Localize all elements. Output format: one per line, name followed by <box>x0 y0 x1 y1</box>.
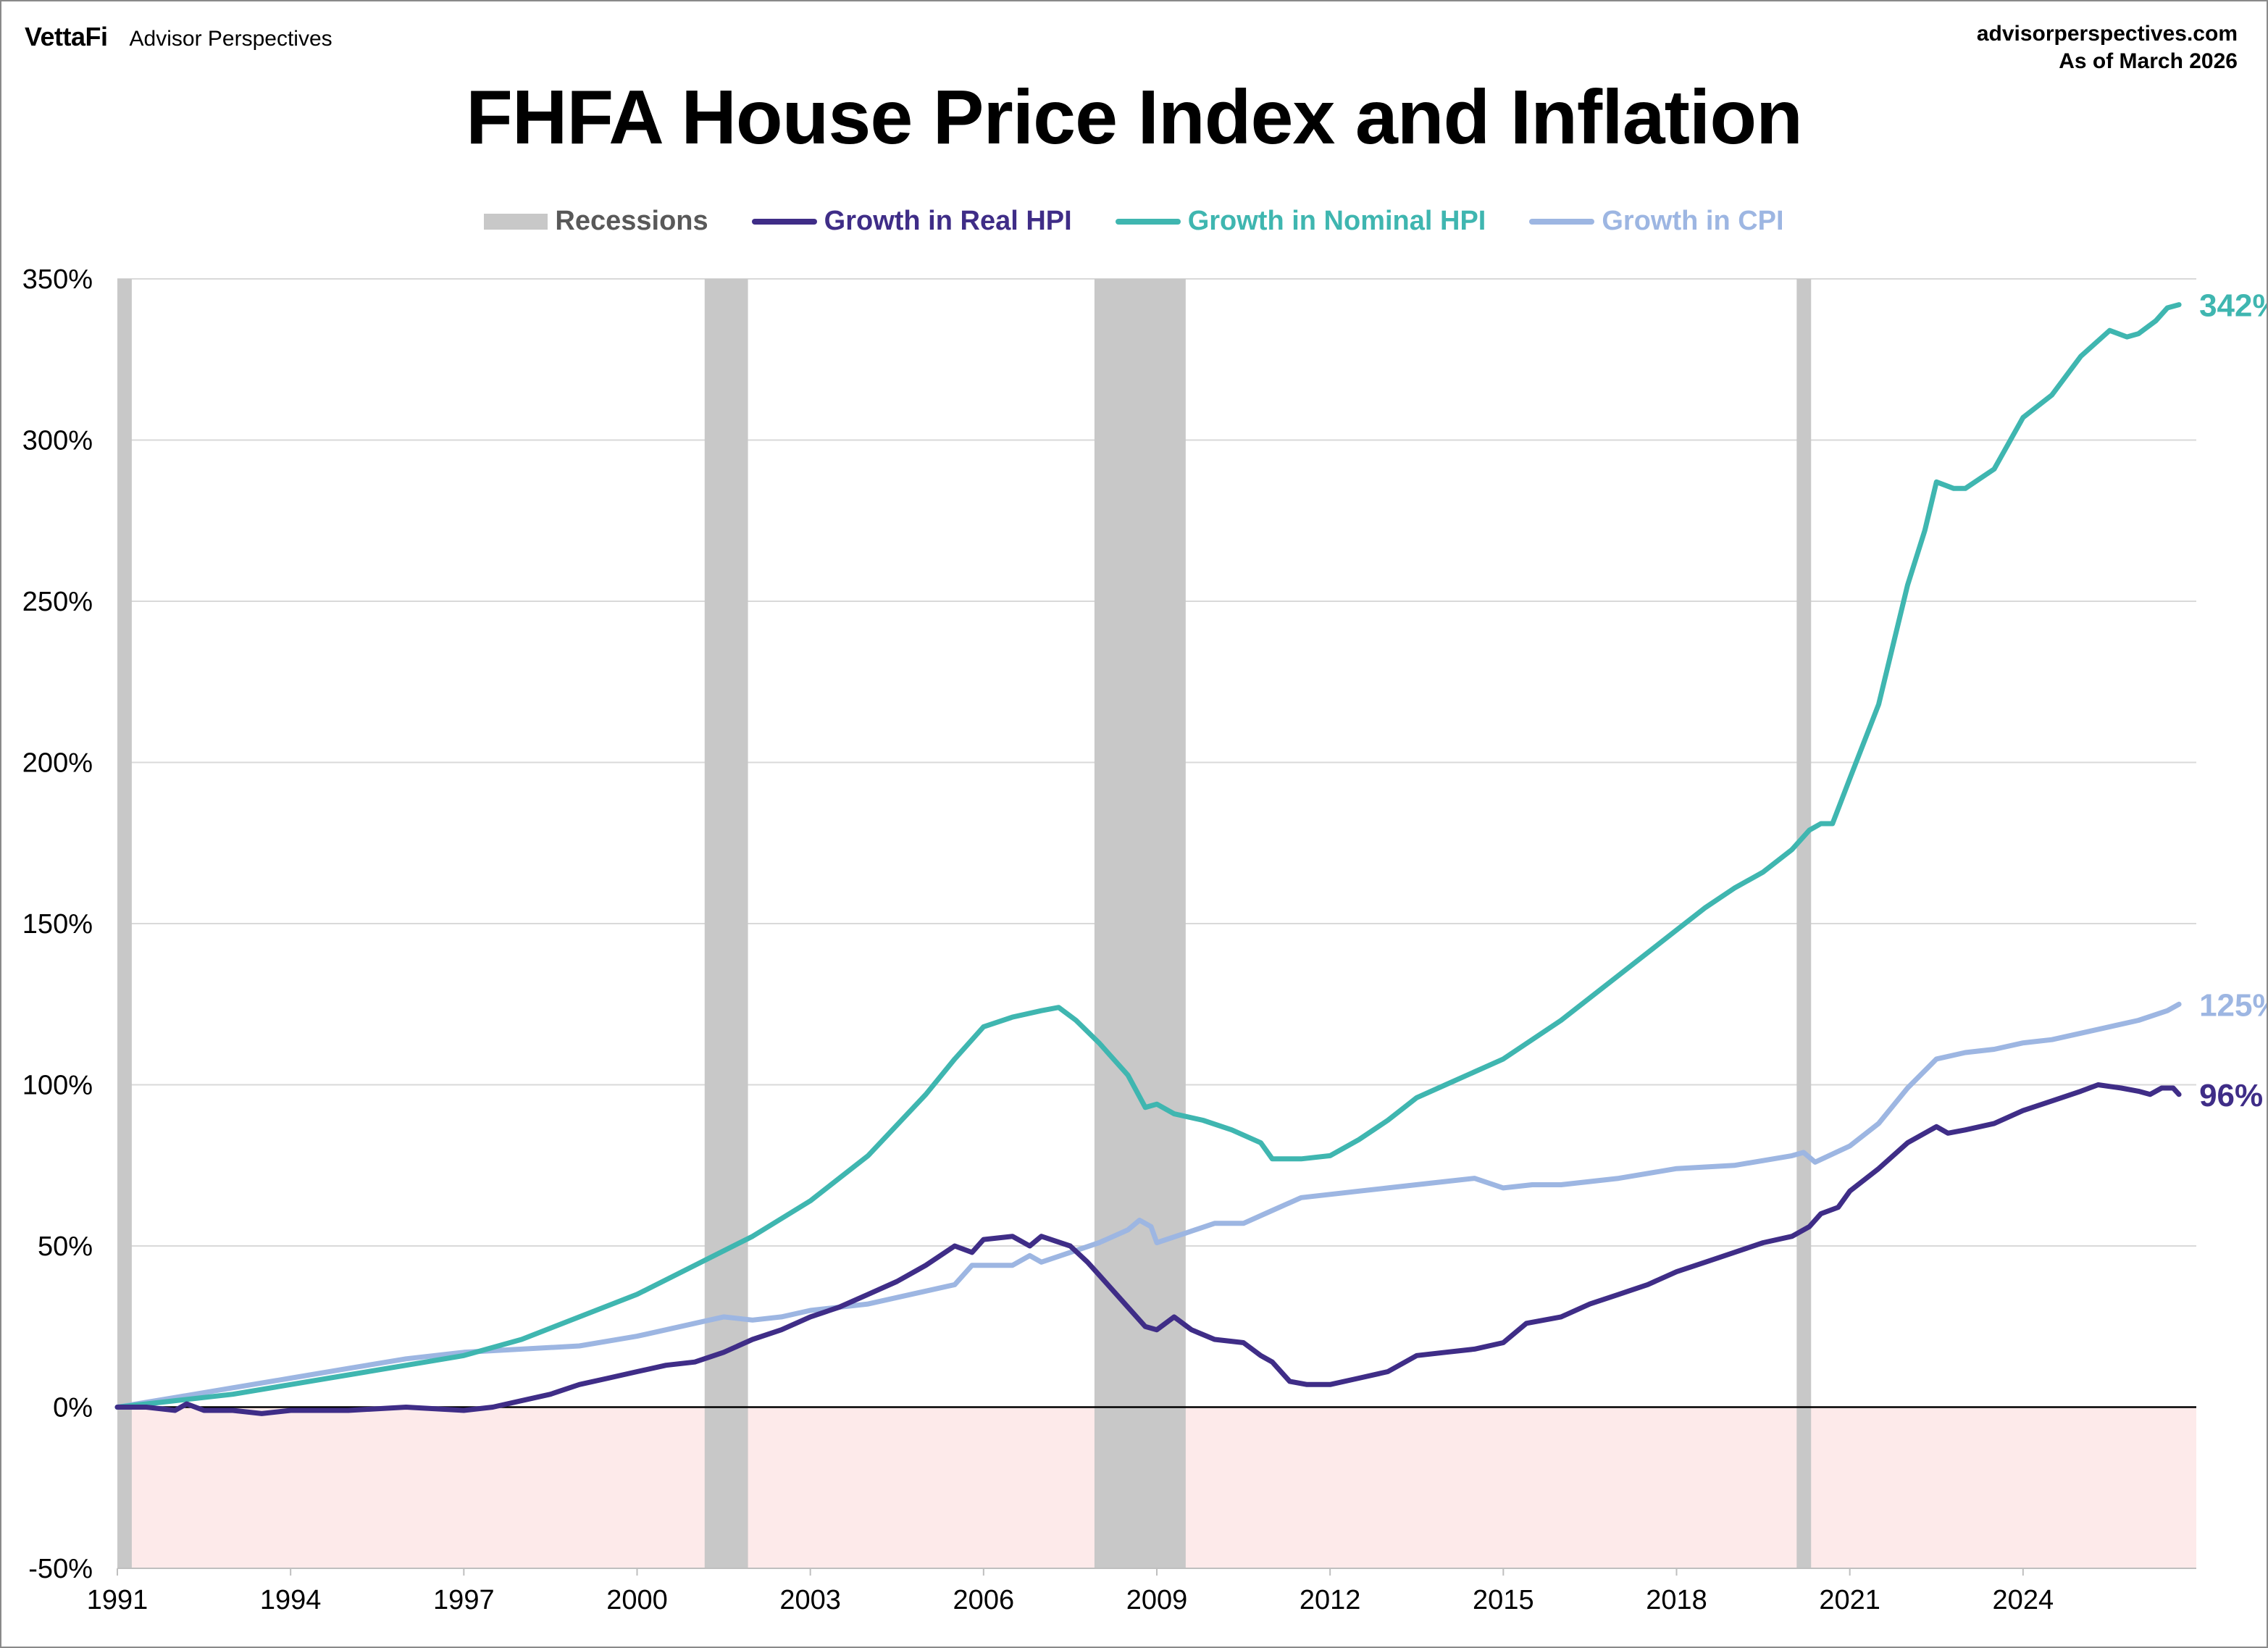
y-tick-label: 100% <box>22 1071 93 1101</box>
x-tick-label: 1994 <box>260 1585 322 1615</box>
y-tick-label: 50% <box>38 1231 93 1262</box>
x-tick-label: 2012 <box>1300 1585 1361 1615</box>
y-tick-label: 300% <box>22 426 93 456</box>
x-tick-label: 2021 <box>1819 1585 1880 1615</box>
legend-item-nominal-hpi: Growth in Nominal HPI <box>1115 206 1486 237</box>
x-tick-label: 1997 <box>433 1585 495 1615</box>
legend-item-cpi: Growth in CPI <box>1529 206 1784 237</box>
brand: VettaFi Advisor Perspectives <box>25 22 332 52</box>
source-url: advisorperspectives.com <box>1976 22 2238 46</box>
x-tick-label: 2018 <box>1646 1585 1707 1615</box>
y-tick-label: -50% <box>28 1554 93 1584</box>
source-block: advisorperspectives.com As of March 2026 <box>1977 20 2238 75</box>
series-line-growth-in-nominal-hpi <box>114 302 2182 1410</box>
legend-swatch-nominal-hpi <box>1115 218 1181 225</box>
recession-band <box>704 279 748 1568</box>
series-end-label: 96% <box>2199 1078 2263 1113</box>
as-of-date: As of March 2026 <box>2059 49 2238 73</box>
brand-name: Advisor Perspectives <box>129 27 332 51</box>
recession-band <box>1796 279 1812 1568</box>
x-tick-label: 2006 <box>953 1585 1015 1615</box>
legend-label-real-hpi: Growth in Real HPI <box>824 206 1072 236</box>
x-tick-label: 2015 <box>1473 1585 1534 1615</box>
series-end-label: 125% <box>2199 987 2267 1023</box>
y-tick-label: 250% <box>22 587 93 617</box>
y-tick-label: 150% <box>22 909 93 940</box>
chart-title: FHFA House Price Index and Inflation <box>466 75 1803 160</box>
legend-item-recessions: Recessions <box>484 206 708 237</box>
x-tick-label: 1991 <box>87 1585 148 1615</box>
legend-swatch-cpi <box>1529 218 1595 225</box>
x-tick-label: 2024 <box>1993 1585 2054 1615</box>
legend-label-recessions: Recessions <box>555 206 708 236</box>
legend-label-nominal-hpi: Growth in Nominal HPI <box>1187 206 1486 236</box>
legend-swatch-real-hpi <box>751 218 817 225</box>
x-tick-label: 2009 <box>1126 1585 1188 1615</box>
legend-label-cpi: Growth in CPI <box>1602 206 1784 236</box>
y-tick-label: 350% <box>22 264 93 295</box>
x-tick-label: 2000 <box>606 1585 668 1615</box>
legend-item-real-hpi: Growth in Real HPI <box>751 206 1072 237</box>
recession-band <box>117 279 132 1568</box>
y-tick-label: 0% <box>53 1393 93 1423</box>
vettafi-logo: VettaFi <box>25 22 108 51</box>
series-line-growth-in-real-hpi <box>114 1082 2182 1416</box>
series-end-label: 342% <box>2199 288 2267 324</box>
legend-swatch-recessions <box>484 213 548 230</box>
y-tick-label: 200% <box>22 748 93 779</box>
x-tick-label: 2003 <box>779 1585 841 1615</box>
recession-band <box>1094 279 1186 1568</box>
chart-legend: Recessions Growth in Real HPI Growth in … <box>1 206 2267 237</box>
series-line-growth-in-cpi <box>114 1001 2182 1410</box>
